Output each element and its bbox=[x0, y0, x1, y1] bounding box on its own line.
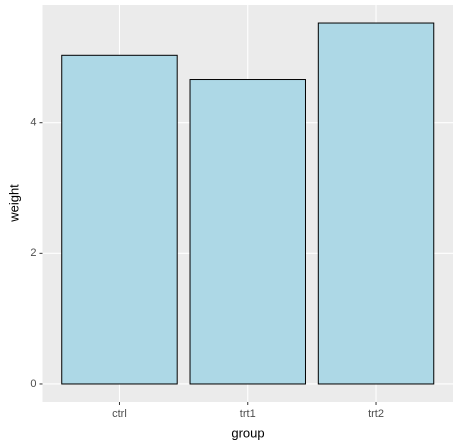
y-tick-label: 2 bbox=[30, 247, 36, 259]
y-axis-label: weight bbox=[6, 184, 21, 223]
x-tick-label: ctrl bbox=[112, 408, 127, 420]
y-tick-label: 0 bbox=[30, 378, 36, 390]
bar bbox=[189, 79, 306, 385]
y-tick-label: 4 bbox=[30, 117, 36, 129]
bar bbox=[317, 22, 435, 385]
x-tick-label: trt2 bbox=[368, 408, 384, 420]
x-tick-label: trt1 bbox=[240, 408, 256, 420]
x-axis-label: group bbox=[231, 425, 264, 440]
bar bbox=[61, 54, 178, 385]
